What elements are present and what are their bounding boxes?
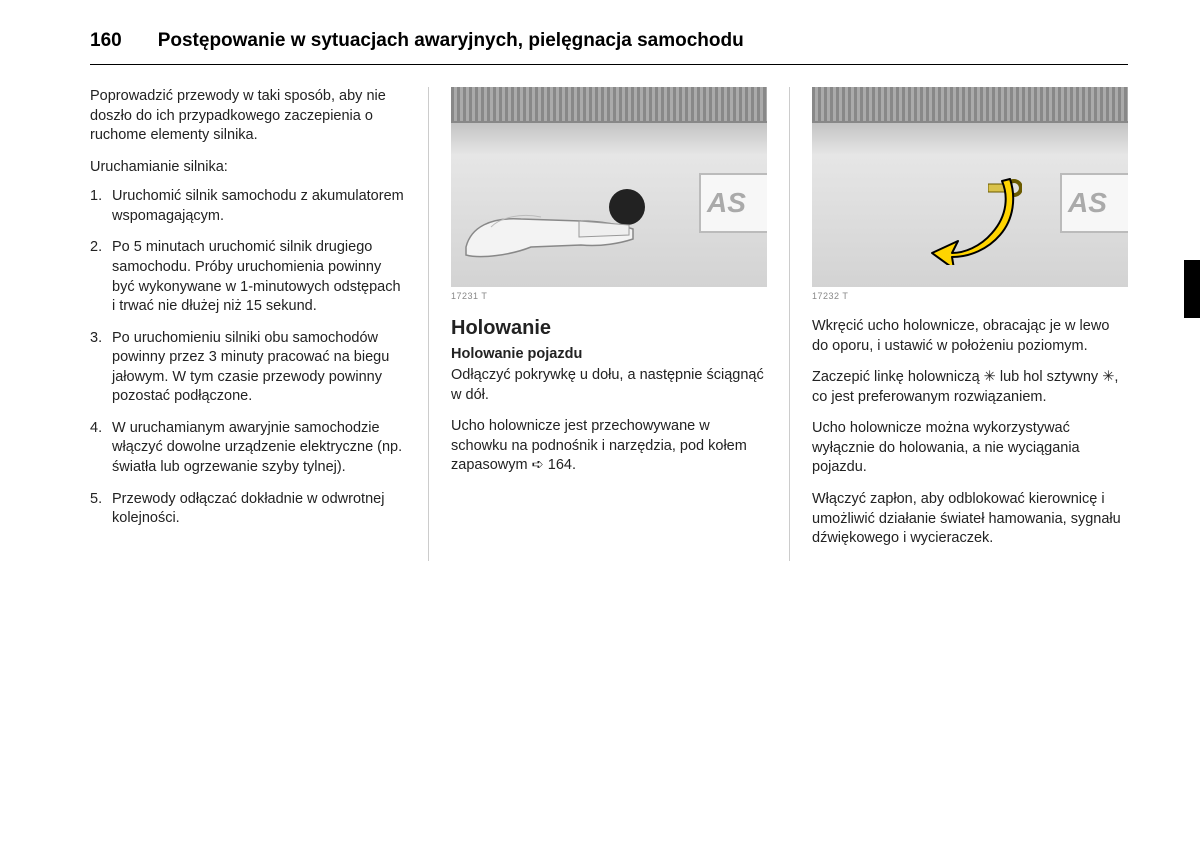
star-symbol: ✳ [984, 369, 996, 385]
col1-subhead: Uruchamianie silnika: [90, 158, 406, 178]
column-1: Poprowadzić przewody w taki sposób, aby … [90, 87, 428, 561]
license-plate-fragment: AS [699, 173, 767, 233]
step-item: Po 5 minutach uruchomić silnik drugiego … [90, 238, 406, 316]
rotate-arrow-icon [930, 175, 1016, 265]
col3-p1: Wkręcić ucho holownicze, obracając je w … [812, 317, 1128, 356]
thumb-index-tab [1184, 260, 1200, 318]
col3-p4: Włączyć zapłon, aby odblokować kierownic… [812, 490, 1128, 549]
section-heading-towing: Holowanie [451, 317, 767, 340]
license-plate-fragment: AS [1060, 173, 1128, 233]
plate-text: AS [707, 187, 746, 219]
grille [812, 87, 1128, 123]
figure-tow-cover: AS [451, 87, 767, 287]
page-number: 160 [90, 30, 122, 52]
plate-text: AS [1068, 187, 1107, 219]
subsection-heading: Holowanie pojazdu [451, 346, 767, 362]
column-2: AS 17231 T Holowanie Holowanie pojazdu O… [428, 87, 790, 561]
step-item: Po uruchomieniu silniki obu samochodów p… [90, 329, 406, 407]
col2-p2: Ucho holownicze jest przechowywane w sch… [451, 417, 767, 476]
hand-icon [461, 177, 641, 267]
manual-page: 160 Postępowanie w sytuacjach awaryjnych… [0, 0, 1200, 561]
col3-p3: Ucho holownicze można wykorzystywać wyłą… [812, 419, 1128, 478]
figure-tow-eye: AS [812, 87, 1128, 287]
col1-lead: Poprowadzić przewody w taki sposób, aby … [90, 87, 406, 146]
col2-p2-pre: Ucho holownicze jest przechowywane w sch… [451, 418, 747, 473]
figure-caption: 17232 T [812, 291, 1128, 301]
star-symbol: ✳ [1102, 369, 1114, 385]
page-reference: ➪ 164 [532, 457, 572, 473]
col2-p1: Odłączyć pokrywkę u dołu, a następnie śc… [451, 366, 767, 405]
figure-caption: 17231 T [451, 291, 767, 301]
content-columns: Poprowadzić przewody w taki sposób, aby … [90, 87, 1128, 561]
grille [451, 87, 767, 123]
column-3: AS 17232 T Wkręcić ucho holownicze, obra… [790, 87, 1128, 561]
col3-p2: Zaczepić linkę holowniczą ✳ lub hol szty… [812, 368, 1128, 407]
step-item: Przewody odłączać dokładnie w odwrotnej … [90, 490, 406, 529]
col3-p2-b: lub hol sztywny [996, 369, 1102, 385]
step-item: Uruchomić silnik samochodu z akumulatore… [90, 187, 406, 226]
page-header: 160 Postępowanie w sytuacjach awaryjnych… [90, 30, 1128, 65]
col3-p2-a: Zaczepić linkę holowniczą [812, 369, 984, 385]
col2-p2-post: . [572, 457, 576, 473]
start-engine-steps: Uruchomić silnik samochodu z akumulatore… [90, 187, 406, 528]
step-item: W uruchamianym awaryjnie samochodzie włą… [90, 419, 406, 478]
page-title: Postępowanie w sytuacjach awaryjnych, pi… [158, 30, 744, 52]
